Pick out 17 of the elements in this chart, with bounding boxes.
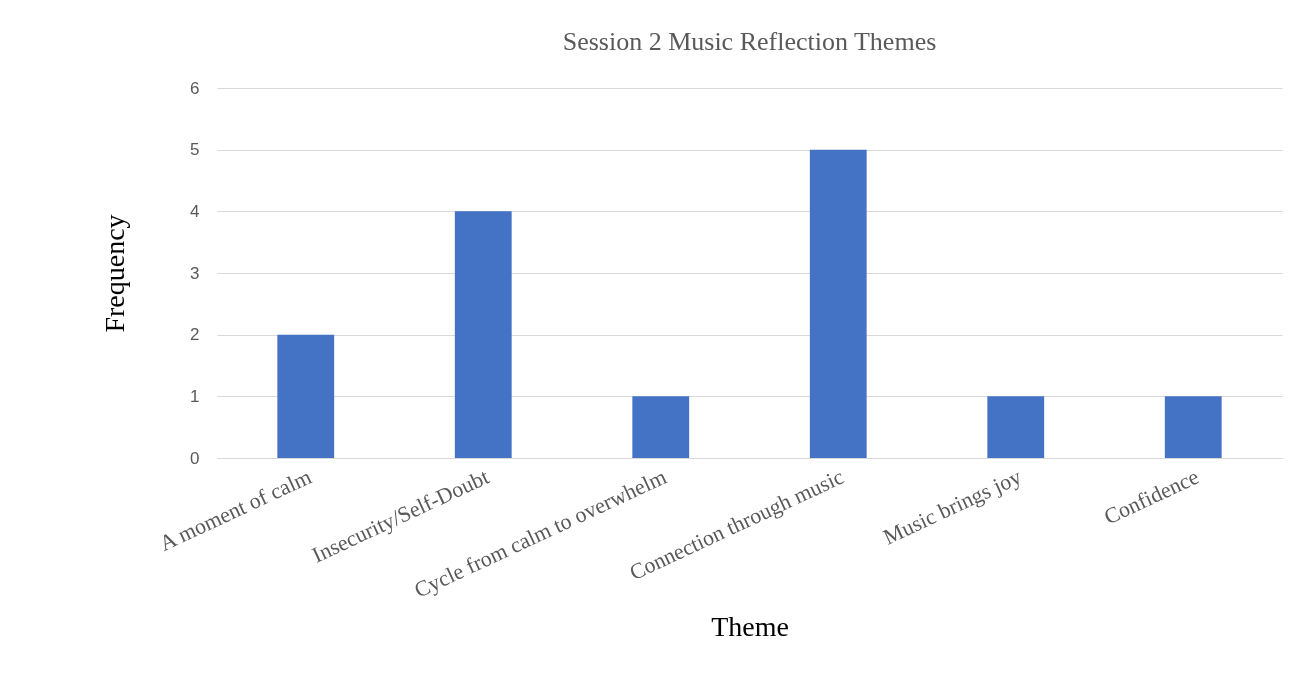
bar (454, 211, 512, 458)
y-tick-label: 6 (190, 78, 200, 98)
y-tick-label: 4 (190, 201, 200, 221)
bar (277, 334, 335, 458)
y-tick-label: 2 (190, 325, 200, 345)
y-tick-label: 0 (190, 448, 200, 468)
y-tick-label: 1 (190, 386, 200, 406)
bar (987, 396, 1045, 458)
y-axis-title: Frequency (99, 214, 131, 333)
x-axis-title: Theme (711, 610, 789, 642)
y-tick-label: 3 (190, 263, 200, 283)
bar (809, 149, 867, 458)
bar (1164, 396, 1222, 458)
x-tick-label: Music brings joy (879, 463, 1026, 550)
bar (632, 396, 690, 458)
y-tick-label: 5 (190, 140, 200, 160)
chart-title: Session 2 Music Reflection Themes (562, 27, 937, 56)
